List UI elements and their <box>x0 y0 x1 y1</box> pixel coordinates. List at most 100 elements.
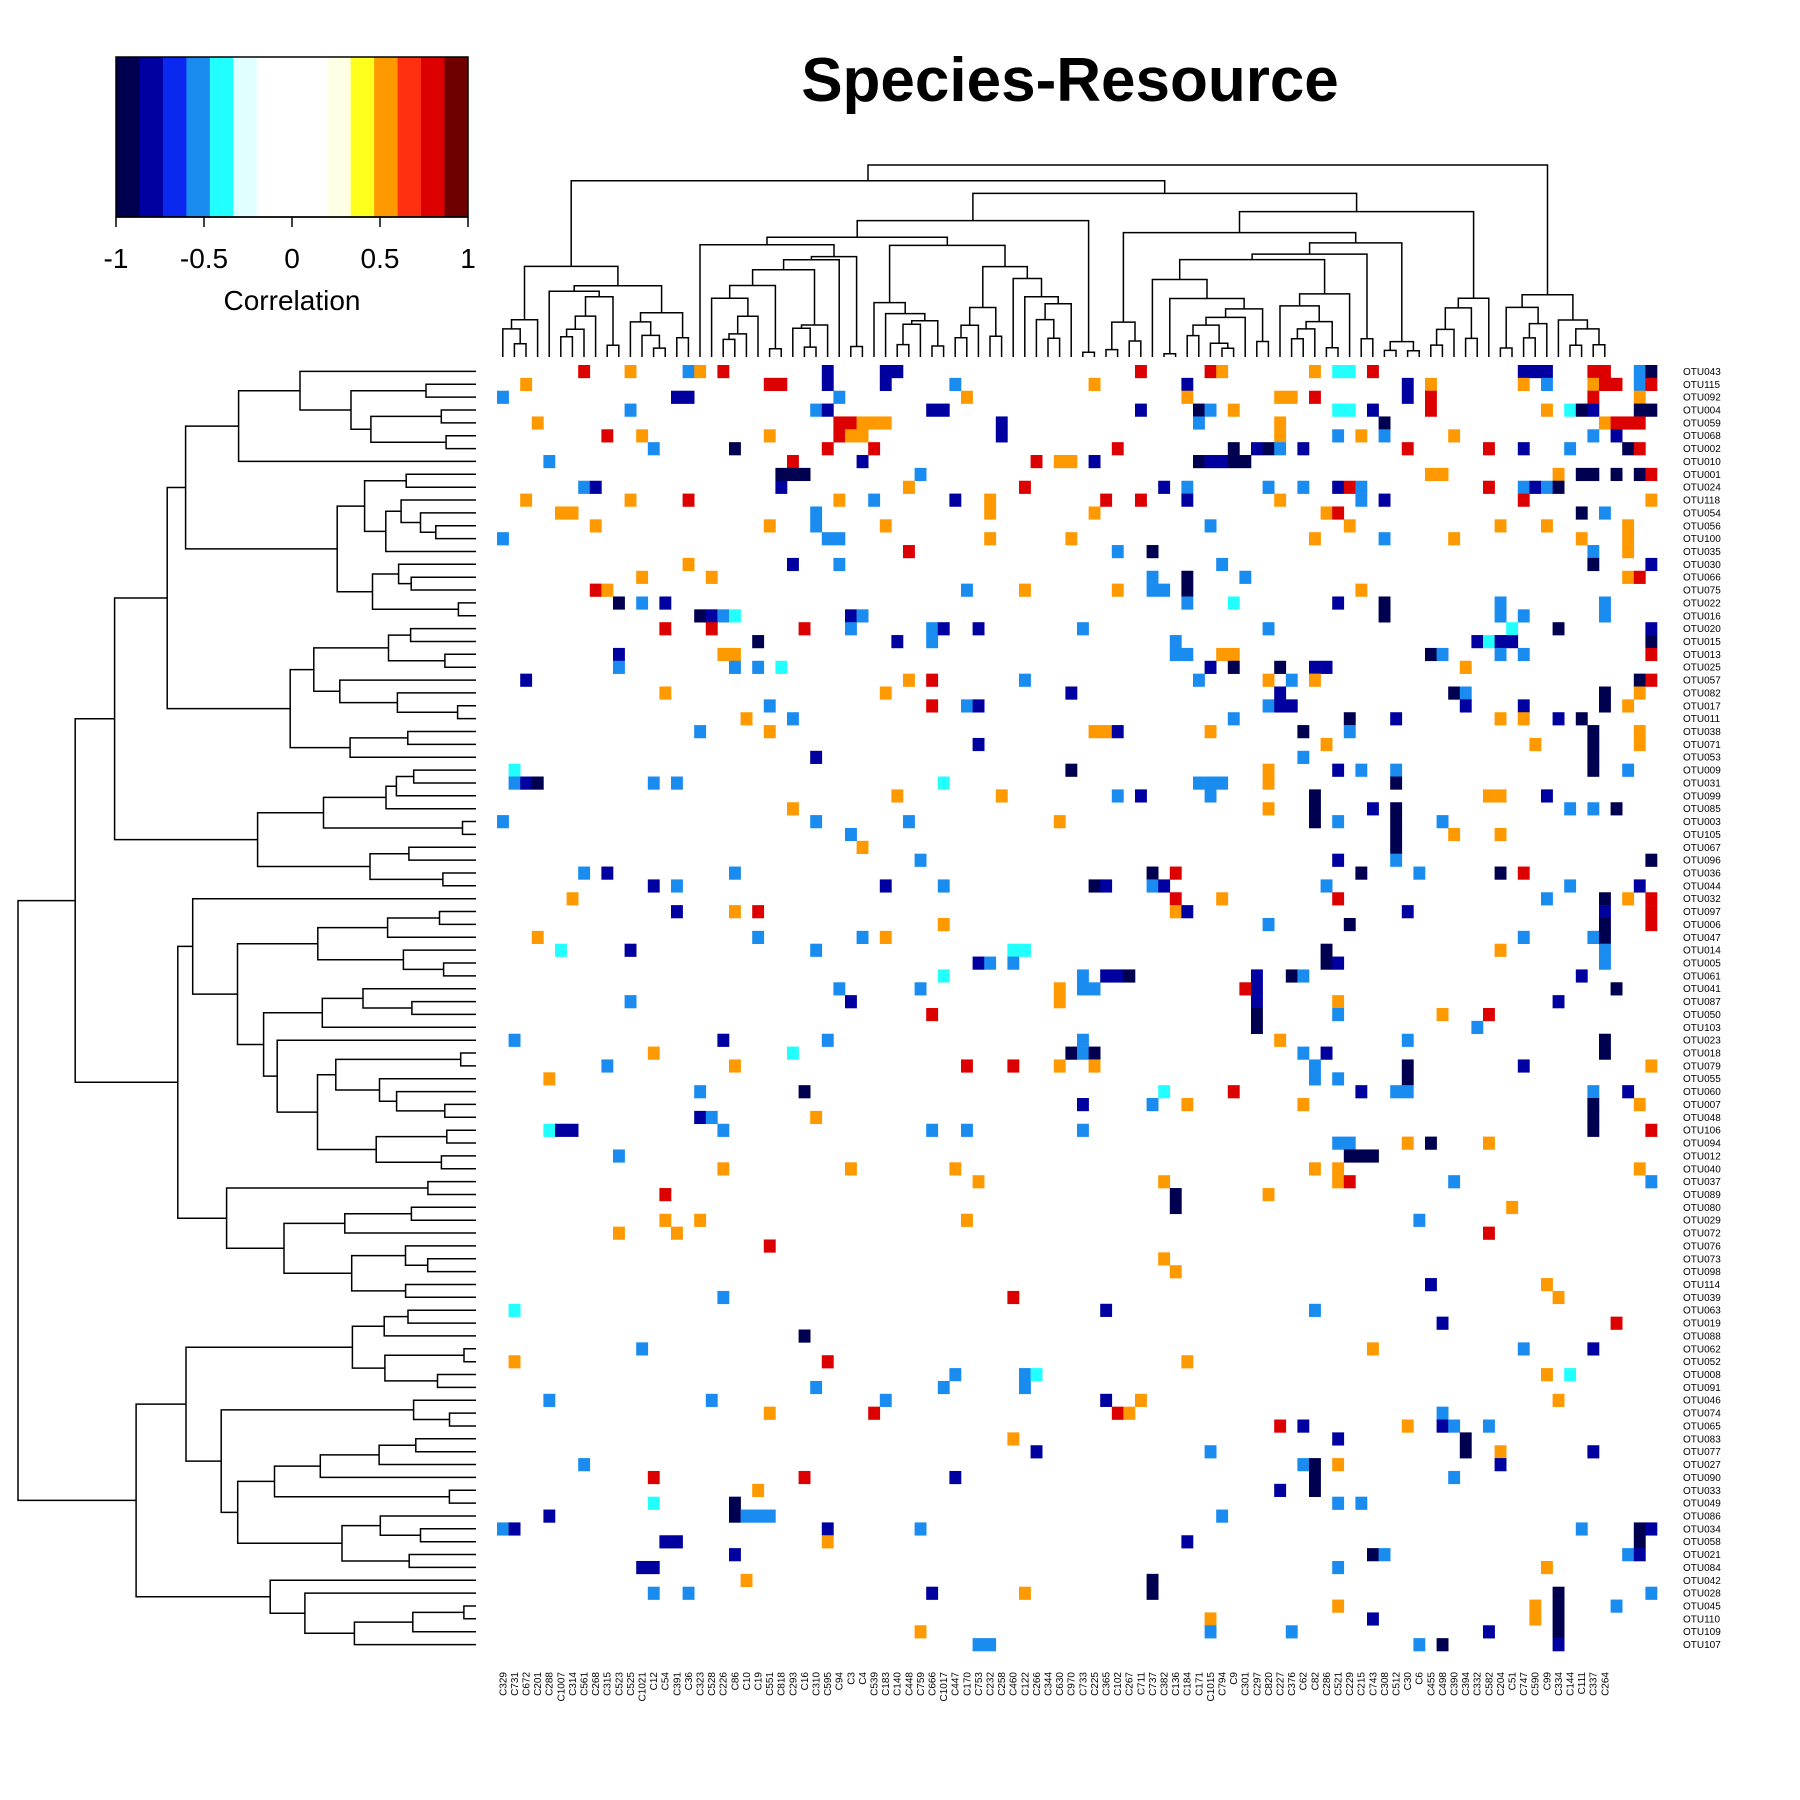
heatmap-cell <box>1390 840 1403 854</box>
row-label: OTU028 <box>1683 1589 1721 1600</box>
heatmap-cell <box>1309 1072 1321 1086</box>
column-label: C258 <box>997 1672 1008 1696</box>
heatmap-cell <box>1019 1380 1031 1395</box>
heatmap-cell <box>1622 1548 1635 1562</box>
heatmap-cell <box>1193 416 1205 430</box>
row-dendrogram-branch <box>459 1052 476 1067</box>
heatmap-cell <box>1622 699 1635 713</box>
heatmap-cell <box>1541 480 1553 494</box>
heatmap-cell <box>1587 467 1600 482</box>
column-label: C204 <box>1496 1672 1507 1696</box>
row-dendrogram-branch <box>371 573 459 611</box>
heatmap-cell <box>1343 1175 1356 1189</box>
row-label: OTU041 <box>1683 984 1721 995</box>
row-label: OTU043 <box>1683 367 1721 378</box>
row-label: OTU056 <box>1683 521 1721 532</box>
heatmap-cell <box>1599 699 1611 713</box>
column-dendrogram-branch <box>548 290 600 357</box>
heatmap-cell <box>961 390 973 404</box>
heatmap-cell <box>1645 917 1658 932</box>
heatmap-cell <box>868 1406 881 1420</box>
heatmap-cell <box>926 1008 939 1022</box>
column-label: C4 <box>858 1672 869 1685</box>
heatmap-cell <box>1158 583 1171 597</box>
row-dendrogram-branch <box>317 926 404 961</box>
heatmap-cell <box>1181 570 1194 584</box>
heatmap-cell <box>1204 776 1217 790</box>
heatmap-cell <box>1436 815 1449 829</box>
heatmap-cell <box>1111 442 1124 456</box>
heatmap-cell <box>1309 802 1321 816</box>
row-label: OTU068 <box>1683 431 1721 442</box>
heatmap-cell <box>972 1175 985 1189</box>
heatmap-cell <box>903 545 915 559</box>
heatmap-cell <box>1401 1072 1414 1086</box>
heatmap-cell <box>775 467 788 482</box>
heatmap-cell <box>1529 480 1542 494</box>
heatmap-cell <box>972 699 985 713</box>
row-dendrogram-branch <box>273 1465 450 1498</box>
row-dendrogram-branch <box>256 811 370 868</box>
heatmap-cell <box>1100 1303 1113 1317</box>
heatmap-cell <box>1053 982 1066 996</box>
heatmap-cell <box>845 609 857 623</box>
column-label: C1017 <box>939 1672 950 1702</box>
heatmap-cell <box>1436 1419 1449 1433</box>
heatmap-cell <box>1332 956 1345 970</box>
heatmap-cell <box>1355 583 1368 597</box>
heatmap-cell <box>1587 725 1600 739</box>
heatmap-cell <box>1355 1496 1368 1510</box>
heatmap-cell <box>566 1123 579 1137</box>
heatmap-cell <box>1077 1098 1089 1112</box>
heatmap-cell <box>949 493 962 507</box>
heatmap-cell <box>1158 1175 1171 1189</box>
column-label: C16 <box>800 1672 811 1691</box>
heatmap-cell <box>1216 455 1229 469</box>
row-label: OTU092 <box>1683 393 1721 404</box>
row-dendrogram-branch <box>425 383 476 398</box>
heatmap-cell <box>1645 1123 1658 1137</box>
row-dendrogram-branch <box>427 1180 476 1196</box>
heatmap-cell <box>763 519 776 533</box>
heatmap-cell <box>1274 429 1287 443</box>
heatmap-cell <box>1262 673 1275 687</box>
heatmap-cell <box>1517 930 1530 944</box>
column-label: C337 <box>1589 1672 1600 1696</box>
heatmap-cell <box>1309 365 1321 379</box>
heatmap-cell <box>1541 1368 1553 1382</box>
row-label: OTU103 <box>1683 1023 1721 1034</box>
heatmap-cell <box>1541 1278 1553 1292</box>
legend-bin <box>186 57 211 217</box>
heatmap-cell <box>1587 763 1600 777</box>
heatmap-cell <box>1552 995 1565 1009</box>
heatmap-cell <box>1367 1548 1379 1562</box>
heatmap-cell <box>1297 1419 1310 1433</box>
row-dendrogram-branch <box>436 1373 476 1389</box>
heatmap-cell <box>1517 480 1530 494</box>
row-label: OTU087 <box>1683 997 1721 1008</box>
heatmap-cell <box>1564 879 1577 893</box>
heatmap-cell <box>1227 1085 1240 1099</box>
heatmap-cell <box>1077 969 1089 983</box>
row-label: OTU054 <box>1683 508 1721 519</box>
heatmap-cell <box>1343 712 1356 726</box>
row-dendrogram-branch <box>316 1073 377 1151</box>
heatmap-cell <box>1262 802 1275 816</box>
heatmap-cell <box>636 1342 649 1356</box>
heatmap-cell <box>1390 815 1403 829</box>
heatmap-cell <box>1007 1432 1020 1446</box>
heatmap-cell <box>1645 635 1658 649</box>
heatmap-cell <box>1425 1278 1437 1292</box>
heatmap-cell <box>961 699 973 713</box>
row-label: OTU099 <box>1683 791 1721 802</box>
column-dendrogram-branch <box>768 348 782 357</box>
heatmap-cell <box>1599 1033 1611 1047</box>
heatmap-cell <box>1645 557 1658 572</box>
heatmap-cell <box>543 1072 556 1086</box>
heatmap-cell <box>1541 519 1553 533</box>
heatmap-cell <box>1459 699 1472 713</box>
heatmap-cell <box>624 943 637 957</box>
heatmap-cell <box>1587 1342 1600 1356</box>
heatmap-cell <box>1517 1059 1530 1073</box>
